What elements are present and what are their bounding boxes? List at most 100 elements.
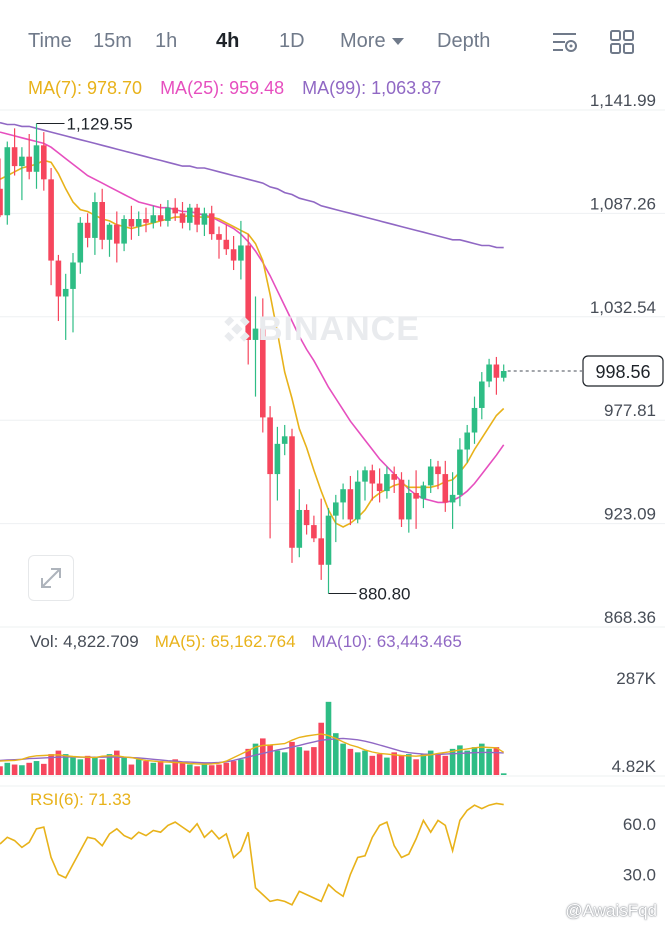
volume-bar [333, 733, 339, 775]
volume-bar [106, 754, 113, 775]
candle-up [384, 474, 390, 492]
candle-down [223, 239, 230, 250]
candle-down [143, 219, 149, 223]
volume-bar [216, 764, 222, 775]
candle-down [157, 215, 164, 221]
volume-bar [4, 762, 11, 775]
price-tick-label: 923.09 [604, 505, 656, 524]
layout-grid-icon[interactable] [608, 28, 636, 56]
indicator-settings-icon[interactable] [550, 28, 580, 56]
volume-bar [391, 752, 397, 775]
tab-4h[interactable]: 4h [216, 30, 240, 52]
candle-up [19, 156, 25, 167]
fullscreen-button[interactable] [28, 555, 74, 601]
candle-up [106, 224, 113, 240]
candle-down [289, 436, 295, 548]
tab-1h[interactable]: 1h [155, 30, 178, 52]
candle-up [150, 215, 157, 223]
volume-bar [179, 761, 186, 775]
candle-up [340, 489, 346, 503]
volume-bar [114, 750, 120, 775]
tab-time[interactable]: Time [28, 30, 72, 52]
volume-tick-label: 4.82K [612, 757, 657, 776]
ma7-value: MA(7): 978.70 [28, 78, 143, 98]
tab-1d[interactable]: 1D [279, 30, 305, 52]
volume-ma10-value: MA(10): 63,443.465 [311, 632, 462, 651]
ma99-line [0, 121, 504, 249]
candle-up [362, 470, 368, 482]
candle-down [493, 364, 500, 378]
candle-up [354, 481, 361, 520]
volume-bar [384, 757, 390, 775]
volume-bar [128, 764, 135, 775]
volume-bar [442, 755, 449, 775]
volume-bar [420, 754, 427, 775]
candle-down [26, 156, 32, 172]
candle-down [99, 202, 105, 240]
candle-down [311, 525, 317, 539]
volume-value: Vol: 4,822.709 [30, 632, 139, 651]
volume-bar [238, 759, 244, 775]
candle-up [4, 147, 11, 216]
tab-more[interactable]: More [340, 30, 404, 53]
volume-ma5-line [0, 733, 505, 765]
candle-up [406, 492, 412, 520]
tab-depth[interactable]: Depth [437, 30, 491, 52]
candle-down [114, 224, 120, 244]
author-watermark: @AwaisFqd [565, 901, 657, 920]
volume-bar [223, 762, 230, 775]
volume-bar [500, 773, 507, 775]
candle-down [48, 179, 54, 261]
price-tick-label: 1,087.26 [590, 194, 656, 213]
current-price-label: 998.56 [595, 362, 650, 382]
ma7-line [0, 159, 505, 528]
volume-bar [471, 747, 478, 775]
rsi-line [0, 802, 504, 906]
candle-up [92, 202, 98, 238]
volume-bar [311, 747, 317, 775]
volume-bar [479, 743, 485, 775]
expand-icon [41, 568, 61, 588]
tab-more-label: More [340, 30, 386, 52]
ma25-line [0, 131, 505, 504]
volume-bar [121, 757, 127, 775]
volume-bar [70, 757, 76, 775]
candle-up [77, 222, 84, 263]
candle-down [260, 328, 266, 418]
volume-bar [77, 759, 84, 775]
volume-bar [369, 755, 376, 775]
candle-up [252, 328, 259, 340]
volume-bar [245, 748, 251, 775]
volume-bar [33, 761, 40, 775]
volume-bar [26, 762, 32, 775]
volume-bar [435, 754, 441, 775]
volume-bar [92, 757, 98, 775]
ma99-value: MA(99): 1,063.87 [302, 78, 442, 98]
candle-up [238, 245, 244, 261]
volume-bar [135, 759, 142, 775]
candle-down [303, 509, 310, 526]
candle-up [121, 219, 127, 244]
interval-tab-bar: Time 15m 1h 4h 1D More Depth [0, 0, 665, 84]
candle-down [216, 234, 222, 240]
volume-bar [398, 755, 405, 775]
volume-bar [99, 759, 105, 775]
volume-bar [274, 750, 281, 775]
volume-bar [325, 701, 332, 775]
tab-15m[interactable]: 15m [93, 30, 132, 52]
volume-bar [413, 759, 419, 775]
candle-down [179, 213, 186, 223]
candle-down [0, 188, 3, 216]
candle-down [245, 245, 251, 340]
candle-up [62, 288, 69, 297]
volume-bar [143, 761, 149, 775]
volume-ma5-value: MA(5): 65,162.764 [154, 632, 296, 651]
candle-down [267, 417, 273, 475]
binance-logo-icon [224, 316, 250, 342]
candle-up [135, 219, 142, 227]
volume-bar [457, 745, 463, 775]
volume-bar [303, 750, 310, 775]
rsi-value: RSI(6): 71.33 [30, 790, 132, 809]
volume-bar [0, 766, 3, 775]
